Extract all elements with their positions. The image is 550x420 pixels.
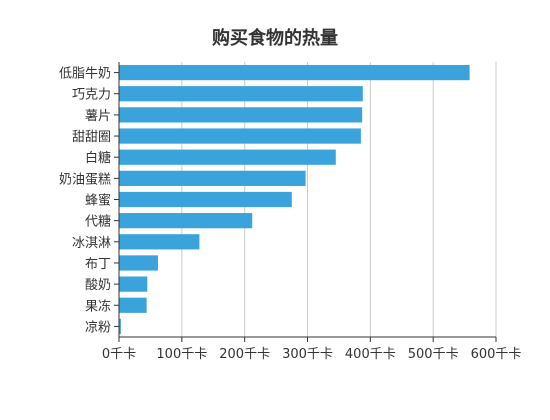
axis-layer: 0千卡 100千卡 200千卡 300千卡 400千卡 500千卡 600千卡 低脂牛奶巧克力… bbox=[59, 62, 521, 362]
bar-layer bbox=[119, 64, 470, 335]
category-label: 凉粉 bbox=[85, 320, 111, 335]
category-label: 酸奶 bbox=[85, 278, 111, 293]
bar bbox=[119, 170, 306, 186]
x-tick-label: 100千卡 bbox=[156, 347, 207, 362]
x-tick-label: 600千卡 bbox=[471, 347, 522, 362]
bar bbox=[119, 297, 147, 313]
bar bbox=[119, 255, 158, 271]
category-label: 蜂蜜 bbox=[85, 194, 111, 209]
x-tick-label: 500千卡 bbox=[408, 347, 459, 362]
bar bbox=[119, 234, 200, 250]
category-label: 巧克力 bbox=[72, 88, 111, 103]
bar bbox=[119, 128, 361, 144]
bar bbox=[119, 191, 292, 208]
bar bbox=[119, 213, 253, 229]
category-label: 低脂牛奶 bbox=[59, 67, 111, 82]
category-label: 白糖 bbox=[85, 150, 111, 166]
bar bbox=[119, 107, 363, 123]
x-tick-label: 300千卡 bbox=[282, 347, 333, 362]
category-label: 薯片 bbox=[85, 109, 111, 124]
category-label: 布丁 bbox=[85, 257, 111, 272]
bar bbox=[119, 276, 148, 292]
x-tick-label: 200千卡 bbox=[219, 347, 270, 362]
bar bbox=[119, 64, 470, 81]
category-label: 奶油蛋糕 bbox=[59, 172, 111, 187]
category-label: 甜甜圈 bbox=[72, 129, 111, 145]
category-label: 果冻 bbox=[85, 298, 111, 314]
bar bbox=[119, 149, 336, 165]
x-tick-label: 400千卡 bbox=[345, 347, 396, 362]
category-label: 冰淇淋 bbox=[72, 236, 111, 251]
bar bbox=[119, 86, 363, 102]
x-tick-label: 0千卡 bbox=[102, 347, 136, 362]
category-label: 代糖 bbox=[85, 214, 111, 230]
chart-title: 购买食物的热量 bbox=[212, 28, 338, 49]
bar bbox=[119, 318, 121, 335]
